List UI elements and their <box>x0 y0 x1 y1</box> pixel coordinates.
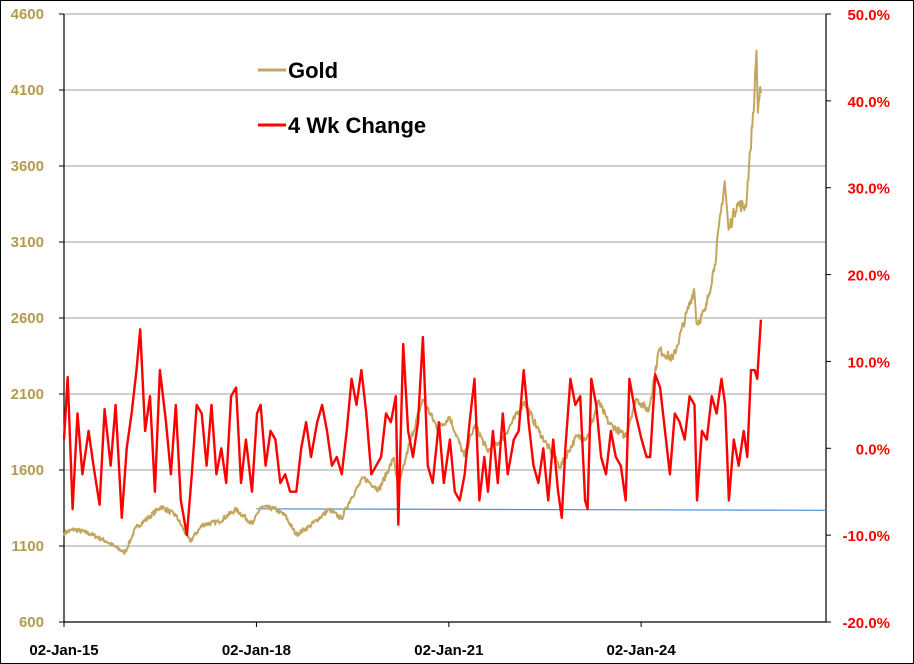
right-tick-label: 50.0% <box>847 7 890 24</box>
left-tick-label: 2100 <box>11 386 44 403</box>
x-tick-label: 02-Jan-24 <box>607 642 677 659</box>
left-tick-label: 600 <box>19 614 44 631</box>
right-tick-label: 30.0% <box>847 181 890 198</box>
left-tick-label: 2600 <box>11 310 44 327</box>
reference-line <box>256 508 827 511</box>
right-tick-label: -20.0% <box>842 615 890 632</box>
right-tick-label: -10.0% <box>842 528 890 545</box>
left-tick-label: 1600 <box>11 462 44 479</box>
left-tick-label: 4600 <box>11 6 44 23</box>
left-tick-label: 1100 <box>11 538 44 555</box>
right-tick-label: 0.0% <box>856 441 890 458</box>
left-tick-label: 4100 <box>11 82 44 99</box>
legend-label-gold: Gold <box>288 58 338 83</box>
right-tick-label: 20.0% <box>847 268 890 285</box>
legend-label-4wk-change: 4 Wk Change <box>288 113 426 138</box>
x-tick-label: 02-Jan-21 <box>414 642 483 659</box>
series-line-gold <box>63 49 762 555</box>
legend: Gold 4 Wk Change <box>258 58 426 138</box>
left-tick-label: 3600 <box>11 158 44 175</box>
legend-item-gold: Gold <box>258 58 338 83</box>
series-lines <box>62 49 827 555</box>
tick-labels: 600 1100 1600 2100 2600 3100 3600 4100 4600 -20.0… <box>11 6 890 659</box>
series-line-4wk-change <box>62 319 763 537</box>
x-tick-label: 02-Jan-15 <box>29 642 98 659</box>
x-tick-label: 02-Jan-18 <box>222 642 291 659</box>
right-tick-label: 40.0% <box>847 94 890 111</box>
axes <box>59 13 831 627</box>
right-tick-label: 10.0% <box>847 354 890 371</box>
left-tick-label: 3100 <box>11 234 44 251</box>
legend-item-4wk-change: 4 Wk Change <box>258 113 426 138</box>
